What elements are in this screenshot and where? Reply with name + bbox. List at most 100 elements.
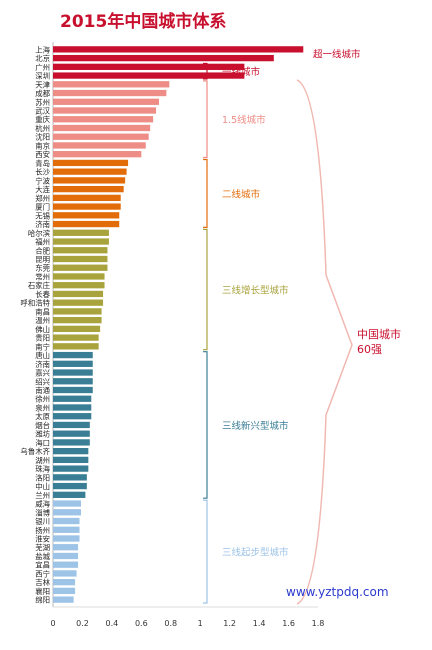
bar-52 bbox=[53, 500, 81, 507]
chart-title: 2015年中国城市体系 bbox=[60, 11, 226, 32]
bar-61 bbox=[53, 579, 76, 586]
bar-40 bbox=[53, 395, 92, 402]
bar-1 bbox=[53, 54, 274, 62]
category-label: 呼和浩特 bbox=[20, 299, 50, 308]
category-label: 襄阳 bbox=[35, 587, 50, 596]
bar-57 bbox=[53, 544, 79, 551]
category-label: 扬州 bbox=[35, 526, 50, 535]
bar-46 bbox=[53, 448, 89, 455]
bar-59 bbox=[53, 561, 79, 568]
bar-54 bbox=[53, 517, 80, 525]
tier-label: 二线城市 bbox=[222, 189, 261, 201]
bar-33 bbox=[53, 334, 99, 341]
category-label: 太原 bbox=[35, 412, 50, 421]
bar-7 bbox=[53, 107, 157, 114]
category-label: 苏州 bbox=[35, 98, 50, 107]
bar-4 bbox=[53, 81, 170, 88]
top60-label-line2: 60强 bbox=[357, 343, 382, 356]
bar-12 bbox=[53, 151, 142, 158]
category-label: 淮安 bbox=[35, 534, 50, 543]
category-label: 重庆 bbox=[35, 115, 50, 124]
bar-32 bbox=[53, 325, 101, 333]
category-label: 中山 bbox=[35, 482, 50, 491]
category-label: 嘉兴 bbox=[35, 369, 50, 378]
category-label: 武汉 bbox=[35, 107, 50, 116]
category-label: 唐山 bbox=[35, 351, 50, 360]
bar-53 bbox=[53, 509, 81, 516]
category-label: 徐州 bbox=[35, 395, 50, 404]
category-label: 西宁 bbox=[35, 569, 50, 578]
category-label: 乌鲁木齐 bbox=[20, 447, 50, 456]
bar-27 bbox=[53, 282, 105, 289]
category-label: 淄博 bbox=[35, 508, 50, 517]
bar-5 bbox=[53, 89, 167, 97]
category-label: 济南 bbox=[35, 220, 50, 229]
top60-bracket bbox=[296, 79, 353, 605]
x-tick-label: 0.6 bbox=[135, 619, 148, 628]
category-label: 合肥 bbox=[35, 246, 50, 255]
bar-44 bbox=[53, 430, 90, 437]
category-label: 洛阳 bbox=[35, 473, 50, 482]
category-label: 南昌 bbox=[35, 307, 50, 316]
x-tick-label: 1.2 bbox=[223, 619, 236, 628]
category-label: 绵阳 bbox=[35, 596, 50, 605]
category-label: 南宁 bbox=[35, 342, 50, 351]
bar-21 bbox=[53, 229, 109, 236]
category-label: 兰州 bbox=[35, 491, 50, 500]
category-label: 厦门 bbox=[35, 203, 50, 212]
category-label: 宁波 bbox=[35, 176, 50, 185]
bar-63 bbox=[53, 596, 74, 603]
tier-bracket bbox=[203, 351, 208, 499]
tier-bracket bbox=[203, 228, 208, 351]
bar-25 bbox=[53, 264, 108, 271]
category-label: 银川 bbox=[35, 517, 50, 526]
tier-label: 三线增长型城市 bbox=[222, 285, 289, 297]
bar-42 bbox=[53, 413, 92, 420]
bar-48 bbox=[53, 465, 89, 472]
category-label: 宜昌 bbox=[35, 561, 50, 570]
bar-6 bbox=[53, 98, 159, 105]
category-label: 盐城 bbox=[35, 552, 50, 561]
bar-24 bbox=[53, 255, 108, 263]
category-label: 天津 bbox=[35, 80, 50, 89]
category-label: 吉林 bbox=[35, 578, 50, 587]
category-label: 长沙 bbox=[35, 168, 50, 177]
category-label: 泉州 bbox=[35, 403, 50, 412]
bar-23 bbox=[53, 247, 108, 254]
category-label: 西安 bbox=[35, 150, 50, 159]
bar-39 bbox=[53, 386, 93, 394]
tier-bracket bbox=[203, 80, 208, 159]
bar-17 bbox=[53, 194, 121, 201]
category-label: 福州 bbox=[35, 238, 50, 247]
category-label: 郑州 bbox=[35, 194, 50, 203]
category-label: 昆明 bbox=[35, 255, 50, 264]
category-label: 上海 bbox=[35, 45, 50, 54]
category-label: 烟台 bbox=[35, 421, 50, 430]
bar-18 bbox=[53, 203, 121, 210]
plot-area: 上海北京广州深圳天津成都苏州武汉重庆杭州沈阳南京西安青岛长沙宁波大连郑州厦门无锡… bbox=[20, 42, 401, 628]
category-label: 芜湖 bbox=[35, 543, 50, 552]
category-label: 潍坊 bbox=[35, 430, 50, 439]
category-label: 湖州 bbox=[35, 456, 50, 465]
bar-15 bbox=[53, 177, 126, 184]
bar-2 bbox=[53, 63, 245, 70]
bar-58 bbox=[53, 552, 79, 560]
bar-11 bbox=[53, 142, 146, 149]
category-label: 广州 bbox=[35, 63, 50, 72]
bar-43 bbox=[53, 421, 90, 429]
x-tick-label: 1.6 bbox=[282, 619, 295, 628]
tier-label: 1.5线城市 bbox=[222, 114, 266, 126]
bar-49 bbox=[53, 474, 87, 481]
category-label: 东莞 bbox=[35, 264, 50, 273]
category-label: 海口 bbox=[35, 438, 50, 447]
bar-56 bbox=[53, 535, 80, 542]
bar-19 bbox=[53, 212, 120, 219]
bar-47 bbox=[53, 456, 89, 464]
category-label: 北京 bbox=[35, 54, 50, 63]
x-tick-label: 1 bbox=[198, 619, 203, 628]
category-label: 珠海 bbox=[35, 465, 50, 474]
category-label: 哈尔滨 bbox=[28, 229, 51, 238]
category-label: 常州 bbox=[35, 272, 50, 281]
bar-62 bbox=[53, 587, 76, 595]
